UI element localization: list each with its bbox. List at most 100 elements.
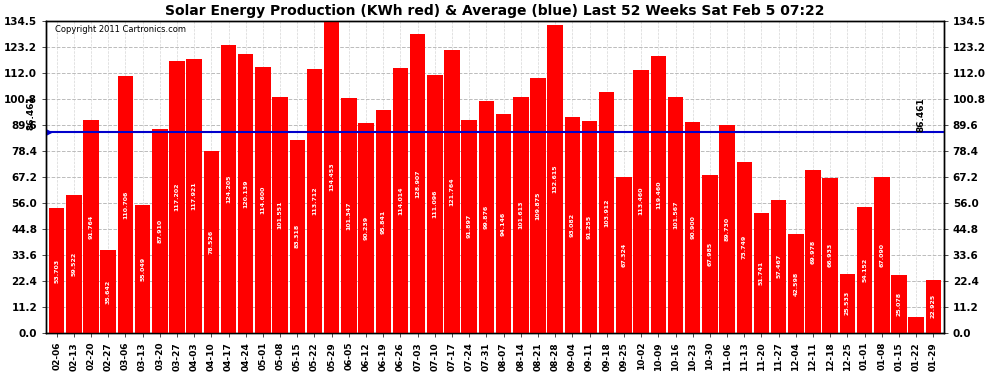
Text: 114.600: 114.600	[260, 186, 265, 214]
Text: 53.703: 53.703	[54, 258, 59, 283]
Bar	[221, 45, 237, 333]
Bar	[289, 140, 305, 333]
Text: 111.096: 111.096	[433, 190, 438, 218]
Text: 99.876: 99.876	[484, 205, 489, 229]
Text: 110.706: 110.706	[123, 190, 128, 219]
Text: 132.615: 132.615	[552, 165, 557, 194]
Text: 54.152: 54.152	[862, 258, 867, 282]
Bar	[461, 120, 477, 333]
Text: 91.897: 91.897	[466, 214, 471, 238]
Text: 124.205: 124.205	[226, 174, 231, 203]
Text: 101.347: 101.347	[346, 201, 351, 229]
Bar	[135, 205, 150, 333]
Bar	[49, 208, 64, 333]
Bar	[805, 171, 821, 333]
Text: 101.613: 101.613	[519, 201, 524, 229]
Bar	[788, 234, 804, 333]
Bar	[685, 122, 701, 333]
Text: 73.749: 73.749	[742, 235, 746, 260]
Text: 103.912: 103.912	[604, 198, 609, 226]
Bar	[410, 34, 426, 333]
Bar	[496, 114, 511, 333]
Text: 86.461: 86.461	[27, 95, 36, 130]
Bar	[513, 97, 529, 333]
Bar	[668, 97, 683, 333]
Bar	[152, 129, 167, 333]
Text: 87.910: 87.910	[157, 219, 162, 243]
Bar	[599, 92, 615, 333]
Bar	[255, 67, 270, 333]
Bar	[753, 213, 769, 333]
Bar	[358, 123, 374, 333]
Text: 101.567: 101.567	[673, 201, 678, 229]
Bar	[342, 98, 356, 333]
Text: 55.049: 55.049	[141, 257, 146, 281]
Text: 119.460: 119.460	[655, 180, 660, 209]
Text: 78.526: 78.526	[209, 230, 214, 254]
Bar	[118, 76, 133, 333]
Text: 113.460: 113.460	[639, 187, 644, 216]
Bar	[840, 274, 855, 333]
Bar	[564, 117, 580, 333]
Text: 94.146: 94.146	[501, 211, 506, 236]
Text: 121.764: 121.764	[449, 177, 454, 206]
Text: 25.078: 25.078	[897, 292, 902, 316]
Text: 25.533: 25.533	[844, 291, 849, 315]
Text: 95.841: 95.841	[381, 210, 386, 234]
Bar	[83, 120, 99, 333]
Text: 113.712: 113.712	[312, 187, 317, 215]
Text: 67.324: 67.324	[622, 243, 627, 267]
Bar	[857, 207, 872, 333]
Bar	[375, 111, 391, 333]
Bar	[393, 68, 408, 333]
Text: 114.014: 114.014	[398, 186, 403, 215]
Text: 90.900: 90.900	[690, 216, 695, 239]
Text: 120.139: 120.139	[244, 179, 248, 208]
Text: 86.461: 86.461	[917, 98, 926, 132]
Text: 51.741: 51.741	[759, 261, 764, 285]
Bar	[909, 316, 924, 333]
Bar	[445, 50, 459, 333]
Bar	[307, 69, 322, 333]
Bar	[204, 151, 219, 333]
Text: 59.522: 59.522	[71, 252, 76, 276]
Bar	[634, 69, 648, 333]
Text: 69.978: 69.978	[811, 240, 816, 264]
Text: 22.925: 22.925	[931, 294, 936, 318]
Bar	[324, 21, 340, 333]
Bar	[874, 177, 890, 333]
Bar	[891, 275, 907, 333]
Text: 90.239: 90.239	[363, 216, 368, 240]
Bar	[427, 75, 443, 333]
Bar	[702, 175, 718, 333]
Text: 117.202: 117.202	[174, 183, 179, 211]
Bar	[66, 195, 81, 333]
Bar	[582, 121, 597, 333]
Text: 83.318: 83.318	[295, 224, 300, 248]
Text: 67.090: 67.090	[879, 243, 884, 267]
Text: 109.875: 109.875	[536, 191, 541, 220]
Bar	[616, 177, 632, 333]
Text: Copyright 2011 Cartronics.com: Copyright 2011 Cartronics.com	[55, 26, 186, 34]
Text: 128.907: 128.907	[415, 169, 420, 198]
Text: 67.985: 67.985	[708, 242, 713, 266]
Bar	[186, 59, 202, 333]
Bar	[238, 54, 253, 333]
Title: Solar Energy Production (KWh red) & Average (blue) Last 52 Weeks Sat Feb 5 07:22: Solar Energy Production (KWh red) & Aver…	[165, 4, 825, 18]
Bar	[650, 56, 666, 333]
Text: 93.082: 93.082	[570, 213, 575, 237]
Bar	[823, 177, 838, 333]
Text: 91.764: 91.764	[88, 214, 93, 238]
Text: 57.467: 57.467	[776, 254, 781, 278]
Bar	[720, 124, 735, 333]
Bar	[169, 61, 185, 333]
Text: 101.551: 101.551	[277, 201, 282, 229]
Bar	[479, 101, 494, 333]
Text: 35.642: 35.642	[106, 279, 111, 304]
Bar	[100, 250, 116, 333]
Bar	[272, 97, 288, 333]
Text: 42.598: 42.598	[793, 272, 798, 296]
Bar	[531, 78, 545, 333]
Text: 117.921: 117.921	[192, 182, 197, 210]
Bar	[771, 200, 786, 333]
